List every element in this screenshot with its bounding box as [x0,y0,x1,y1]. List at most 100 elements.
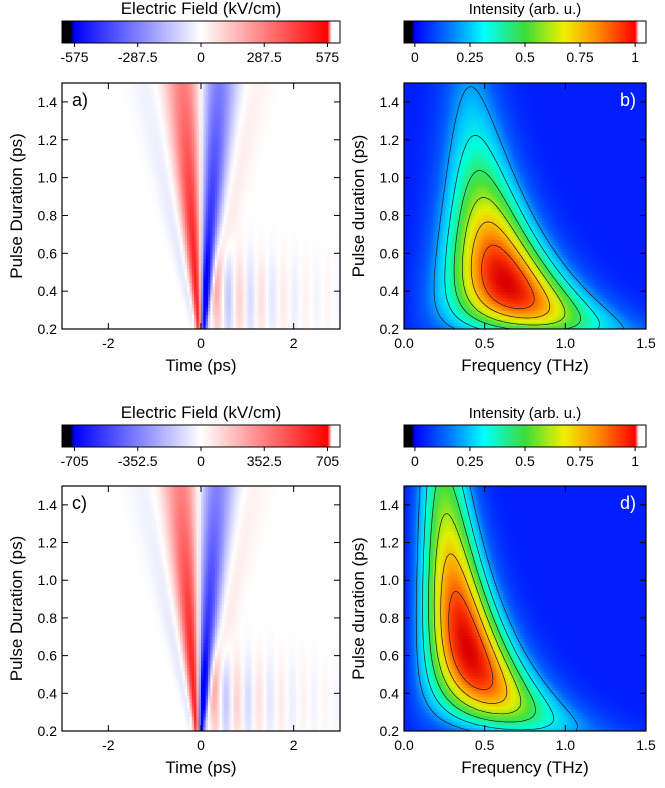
colorbar-tick-label: 0.75 [566,453,593,469]
contour-line-1 [433,86,625,329]
x-axis-label: Time (ps) [165,758,236,777]
x-tick-label: 1.5 [636,335,656,351]
y-tick-label: 0.8 [380,610,400,626]
heatmap [404,486,646,731]
y-tick-label: 1.0 [380,572,400,588]
colorbar-title: Electric Field (kV/cm) [121,0,282,18]
colorbar-tick-label: 0 [411,453,419,469]
y-tick-label: 0.2 [380,321,400,337]
colorbar-gradient [403,424,647,448]
colorbar-tick-label: -575 [60,49,88,65]
y-tick-label: 1.2 [380,535,400,551]
colorbar-tick-label: 0 [411,49,419,65]
x-tick-label: 0.5 [475,335,495,351]
x-tick-label: 0 [197,335,205,351]
y-tick-label: 1.2 [38,535,58,551]
x-tick-label: 1.0 [556,737,576,753]
y-tick-label: 0.8 [38,610,58,626]
x-axis-label: Frequency (THz) [461,356,589,375]
contour-line-5 [470,221,551,319]
colorbar-tick-label: 575 [316,49,340,65]
y-tick-label: 1.4 [380,497,400,513]
heatmap [404,83,646,329]
y-tick-label: 0.6 [380,245,400,261]
y-tick-label: 0.4 [38,685,58,701]
colorbar-tick-label: -352.5 [118,453,158,469]
y-tick-label: 1.0 [38,572,58,588]
panel-label: d) [620,493,636,513]
y-tick-label: 0.6 [380,648,400,664]
y-tick-label: 0.6 [38,245,58,261]
colorbar-title: Intensity (arb. u.) [469,1,582,18]
y-axis-label: Pulse duration (ps) [349,135,368,278]
y-tick-label: 0.2 [38,321,58,337]
chart-panel-4: 0.0 0.5 1.0 1.5 0.2 0.4 0.6 0.8 1.0 1.2 1.4 Frequen… [349,485,656,777]
x-tick-label: 1.0 [556,335,576,351]
colorbar-tick-label: -287.5 [118,49,158,65]
colorbar: Electric Field (kV/cm) -575 -287.5 0 287.5 57… [60,0,341,65]
x-axis-label: Time (ps) [165,356,236,375]
heatmap [62,486,340,731]
x-tick-label: 2 [290,335,298,351]
contour-line-2 [422,486,555,731]
plot-frame [403,485,647,732]
colorbar-gradient [403,20,647,44]
colorbar-tick-label: 352.5 [247,453,282,469]
panel-label: a) [72,90,88,110]
contour-line-4 [461,197,566,326]
colorbar-tick-label: 0 [197,453,205,469]
colorbar-tick-label: 0.75 [566,49,593,65]
y-tick-label: 1.2 [38,132,58,148]
colorbar-gradient [61,424,341,448]
panel-label: b) [620,90,636,110]
y-tick-label: 1.4 [38,497,58,513]
colorbar-gradient [61,20,341,44]
heatmap [62,83,340,329]
y-tick-label: 0.8 [380,207,400,223]
colorbar-tick-label: -705 [60,453,88,469]
x-tick-label: 0 [197,737,205,753]
chart-panel-2: 0.0 0.5 1.0 1.5 0.2 0.4 0.6 0.8 1.0 1.2 1.4 Frequen… [349,82,656,375]
x-tick-label: 0.0 [394,335,414,351]
y-tick-label: 0.8 [38,207,58,223]
colorbar-title: Electric Field (kV/cm) [121,403,282,422]
y-tick-label: 1.4 [380,94,400,110]
colorbar-title: Intensity (arb. u.) [469,405,582,422]
x-tick-label: 2 [290,737,298,753]
colorbar-tick-label: 0.5 [515,49,535,65]
contour-line-2 [444,135,600,329]
contour-line-3 [428,486,536,723]
x-tick-label: -2 [102,737,115,753]
x-tick-label: -2 [102,335,115,351]
plot-frame [403,82,647,330]
y-tick-label: 0.4 [380,283,400,299]
colorbar: Intensity (arb. u.) 0 0.25 0.5 0.75 1 [403,1,647,65]
colorbar-tick-label: 0.25 [456,453,483,469]
chart-panel-1: -2 0 2 0.2 0.4 0.6 0.8 1.0 1.2 1.4 Time (ps) Pulse … [7,82,341,375]
colorbar-tick-label: 705 [316,453,340,469]
colorbar-tick-label: 0 [197,49,205,65]
colorbar-tick-label: 1 [631,49,639,65]
contour-line-3 [453,170,581,329]
y-axis-label: Pulse Duration (ps) [7,133,26,279]
x-tick-label: 0.5 [475,737,495,753]
contour-line-5 [440,553,508,704]
contour-line-6 [448,590,494,690]
colorbar-tick-label: 0.5 [515,453,535,469]
contour-line-4 [433,513,522,715]
x-axis-label: Frequency (THz) [461,758,589,777]
x-tick-label: 0.0 [394,737,414,753]
x-tick-label: 1.5 [636,737,656,753]
y-tick-label: 0.4 [38,283,58,299]
colorbar-tick-label: 1 [631,453,639,469]
y-tick-label: 0.2 [38,723,58,739]
y-axis-label: Pulse duration (ps) [349,537,368,680]
y-tick-label: 1.0 [380,170,400,186]
y-tick-label: 1.2 [380,132,400,148]
panel-label: c) [72,493,87,513]
colorbar: Electric Field (kV/cm) -705 -352.5 0 352.5 70… [60,403,341,469]
y-tick-label: 0.6 [38,648,58,664]
chart-panel-3: -2 0 2 0.2 0.4 0.6 0.8 1.0 1.2 1.4 Time (ps) Pulse … [7,485,341,777]
contour-line-1 [415,486,578,731]
